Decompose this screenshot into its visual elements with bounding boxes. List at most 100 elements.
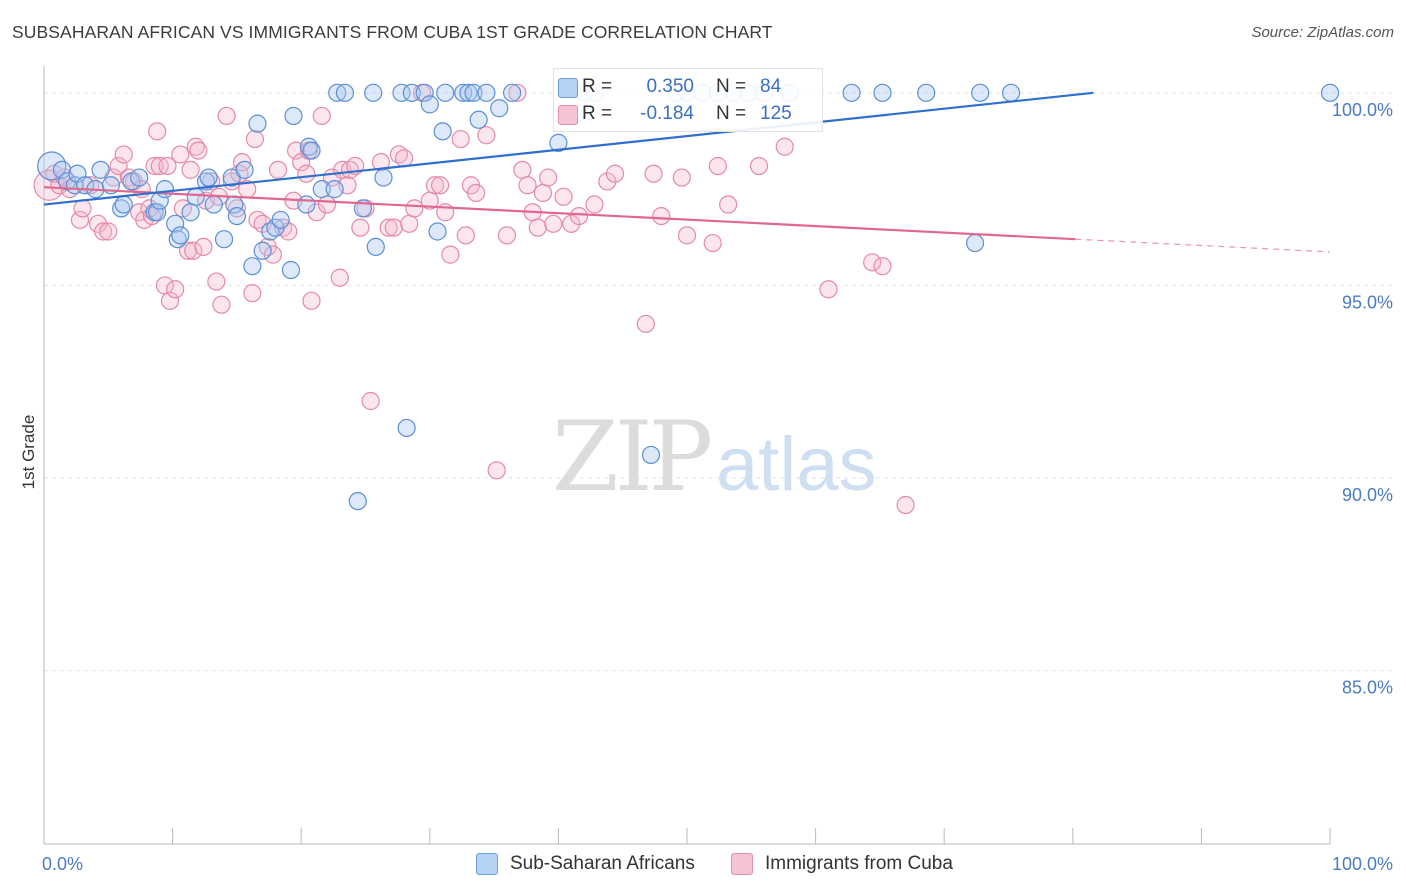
blue-point xyxy=(433,122,452,141)
blue-point xyxy=(1001,83,1021,102)
x-tick-label: 100.0% xyxy=(1332,854,1393,874)
pink-point xyxy=(562,214,581,233)
y-tick-label: 85.0% xyxy=(1342,678,1393,698)
pink-point xyxy=(158,156,177,176)
pink-point xyxy=(312,106,331,126)
pink-point xyxy=(70,210,90,230)
blue-point xyxy=(873,83,892,102)
pink-point xyxy=(652,206,671,226)
pink-point xyxy=(873,257,892,276)
pink-point xyxy=(528,218,547,237)
pink-point xyxy=(677,226,697,245)
blue-point xyxy=(459,83,478,102)
axes xyxy=(43,66,1331,845)
bottom-legend-swatch-pink xyxy=(731,853,753,875)
blue-point xyxy=(204,195,223,214)
blue-point xyxy=(397,418,416,438)
pink-point xyxy=(441,245,460,264)
pink-point xyxy=(351,218,370,237)
pink-point xyxy=(148,122,167,141)
blue-point xyxy=(464,83,483,102)
watermark-atlas: atlas xyxy=(716,422,877,507)
pink-point xyxy=(166,280,185,299)
blue-point xyxy=(503,83,522,102)
pink-point xyxy=(330,268,349,287)
pink-point xyxy=(533,183,553,203)
pink-series-points xyxy=(33,83,915,515)
legend-r-value: -0.184 xyxy=(640,103,694,124)
trend-lines xyxy=(43,91,1331,253)
legend-swatch-blue xyxy=(558,78,578,98)
pink-point xyxy=(73,199,92,218)
blue-point xyxy=(166,214,185,233)
blue-point xyxy=(130,168,149,187)
source-credit: Source: ZipAtlas.com xyxy=(1251,24,1394,41)
chart-title: SUBSAHARAN AFRICAN VS IMMIGRANTS FROM CU… xyxy=(12,22,773,42)
pink-point xyxy=(508,83,527,102)
pink-point xyxy=(297,164,316,183)
pink-point xyxy=(644,164,663,183)
pink-point xyxy=(456,226,475,245)
pink-point xyxy=(400,214,419,233)
blue-point xyxy=(917,83,936,102)
watermark: ZIP atlas xyxy=(552,401,877,513)
y-tick-label: 90.0% xyxy=(1342,485,1393,505)
blue-point xyxy=(335,83,355,102)
pink-point xyxy=(189,141,208,160)
blue-point xyxy=(281,260,301,280)
blue-point xyxy=(171,226,190,245)
blue-point xyxy=(842,83,861,102)
x-tick-labels: 0.0% 100.0% xyxy=(42,854,1393,874)
pink-point xyxy=(361,391,380,411)
pink-point xyxy=(245,129,265,149)
blue-point xyxy=(243,257,262,276)
legend-n-label: N = xyxy=(716,103,747,124)
pink-point xyxy=(194,237,213,257)
pink-point xyxy=(114,145,133,164)
pink-point xyxy=(171,145,190,164)
watermark-zip: ZIP xyxy=(552,401,711,513)
y-tick-labels: 85.0% 90.0% 95.0% 100.0% xyxy=(1332,100,1393,698)
legend-swatch-pink xyxy=(558,105,578,125)
blue-point xyxy=(312,180,331,199)
pink-point xyxy=(544,214,563,233)
blue-point xyxy=(114,195,133,214)
bottom-legend-pink: Immigrants from Cuba xyxy=(731,852,953,876)
pink-point xyxy=(598,172,617,191)
pink-point xyxy=(466,183,486,203)
pink-point xyxy=(371,153,391,172)
pink-point xyxy=(775,137,794,156)
blue-point xyxy=(199,168,218,187)
pink-point xyxy=(703,233,722,253)
pink-point xyxy=(184,241,203,260)
blue-point xyxy=(402,83,421,102)
blue-point xyxy=(364,83,383,102)
pink-point xyxy=(425,176,445,195)
pink-point xyxy=(207,272,226,291)
blue-point xyxy=(181,203,200,222)
pink-point xyxy=(384,218,403,237)
x-tick-label: 0.0% xyxy=(42,854,83,874)
legend-row-pink: R = -0.184 N = 125 xyxy=(558,101,792,127)
blue-trend-line xyxy=(43,91,1094,206)
blue-point xyxy=(477,83,496,102)
blue-point xyxy=(392,83,411,102)
blue-point xyxy=(227,206,246,226)
blue-point xyxy=(971,83,990,102)
pink-point xyxy=(539,168,558,187)
pink-point xyxy=(268,160,288,179)
pink-point xyxy=(896,495,915,515)
pink-point xyxy=(307,203,326,222)
pink-point xyxy=(160,291,180,310)
pink-point xyxy=(819,280,838,299)
pink-point xyxy=(749,156,769,176)
blue-point xyxy=(1320,83,1340,102)
legend-r-label: R = xyxy=(582,103,613,124)
pink-point xyxy=(263,245,283,264)
blue-point xyxy=(91,160,110,179)
pink-trend-line xyxy=(43,186,1076,241)
blue-point xyxy=(415,83,434,102)
pink-point xyxy=(150,156,169,176)
bottom-legend-label-blue: Sub-Saharan Africans xyxy=(510,853,695,874)
